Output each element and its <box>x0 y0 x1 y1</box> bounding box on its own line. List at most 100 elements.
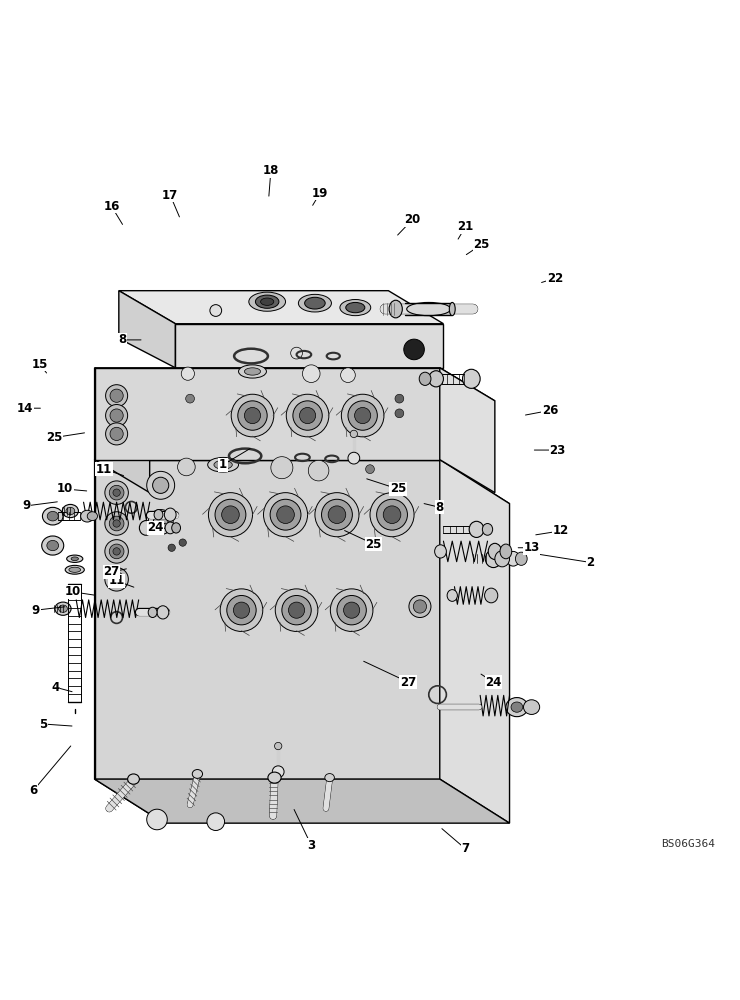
Ellipse shape <box>244 368 260 375</box>
Polygon shape <box>119 291 175 368</box>
Ellipse shape <box>152 477 169 493</box>
Polygon shape <box>119 291 443 324</box>
Ellipse shape <box>469 521 484 537</box>
Ellipse shape <box>325 774 334 782</box>
Ellipse shape <box>337 595 366 625</box>
Ellipse shape <box>233 602 249 618</box>
Ellipse shape <box>482 524 493 535</box>
Ellipse shape <box>255 295 279 308</box>
Circle shape <box>210 305 222 316</box>
Ellipse shape <box>244 407 260 424</box>
Circle shape <box>272 766 284 778</box>
Polygon shape <box>175 324 443 368</box>
Circle shape <box>404 339 424 360</box>
Text: BS06G364: BS06G364 <box>661 839 715 849</box>
Ellipse shape <box>226 595 256 625</box>
Circle shape <box>348 452 360 464</box>
Ellipse shape <box>383 506 401 524</box>
Ellipse shape <box>208 457 238 472</box>
Ellipse shape <box>58 605 67 612</box>
Text: 21: 21 <box>457 220 474 233</box>
Ellipse shape <box>105 512 128 535</box>
Ellipse shape <box>110 427 124 441</box>
Text: 16: 16 <box>104 200 120 213</box>
Ellipse shape <box>263 493 308 537</box>
Ellipse shape <box>148 607 157 618</box>
Ellipse shape <box>449 302 455 316</box>
Polygon shape <box>95 368 495 401</box>
Ellipse shape <box>110 389 124 402</box>
Text: 27: 27 <box>104 565 120 578</box>
Ellipse shape <box>106 405 127 427</box>
Ellipse shape <box>55 602 71 615</box>
Circle shape <box>186 394 195 403</box>
Ellipse shape <box>65 565 84 574</box>
Polygon shape <box>95 460 510 504</box>
Circle shape <box>179 539 186 546</box>
Ellipse shape <box>41 536 64 555</box>
Text: 4: 4 <box>52 681 60 694</box>
Text: 27: 27 <box>400 676 417 689</box>
Circle shape <box>168 544 175 551</box>
Ellipse shape <box>66 507 75 515</box>
Ellipse shape <box>485 550 502 568</box>
Text: 24: 24 <box>147 521 164 534</box>
Polygon shape <box>95 460 440 779</box>
Text: 22: 22 <box>547 272 563 285</box>
Circle shape <box>181 367 195 380</box>
Text: 11: 11 <box>109 574 125 587</box>
Ellipse shape <box>238 401 267 430</box>
Ellipse shape <box>106 385 127 407</box>
Circle shape <box>275 742 282 750</box>
Ellipse shape <box>495 551 510 567</box>
Ellipse shape <box>81 510 94 522</box>
Ellipse shape <box>377 499 408 530</box>
Ellipse shape <box>523 700 539 714</box>
Ellipse shape <box>354 407 371 424</box>
Ellipse shape <box>238 365 266 378</box>
Ellipse shape <box>282 595 312 625</box>
Circle shape <box>271 457 293 479</box>
Ellipse shape <box>500 544 512 559</box>
Text: 23: 23 <box>549 444 565 457</box>
Text: 25: 25 <box>474 238 490 251</box>
Text: 11: 11 <box>96 463 112 476</box>
Circle shape <box>147 809 167 830</box>
Ellipse shape <box>343 602 360 618</box>
Ellipse shape <box>209 493 252 537</box>
Ellipse shape <box>62 504 78 518</box>
Ellipse shape <box>389 300 403 318</box>
Ellipse shape <box>221 589 263 631</box>
Polygon shape <box>95 460 164 823</box>
Ellipse shape <box>231 394 274 437</box>
Ellipse shape <box>69 567 81 572</box>
Ellipse shape <box>488 543 502 559</box>
Ellipse shape <box>328 506 346 524</box>
Circle shape <box>309 460 329 481</box>
Ellipse shape <box>409 595 431 618</box>
Ellipse shape <box>165 522 175 534</box>
Ellipse shape <box>447 590 457 601</box>
Ellipse shape <box>67 555 83 562</box>
Ellipse shape <box>47 511 58 521</box>
Ellipse shape <box>414 600 426 613</box>
Circle shape <box>366 465 374 474</box>
Text: 26: 26 <box>542 404 558 417</box>
Circle shape <box>395 394 404 403</box>
Ellipse shape <box>289 602 305 618</box>
Ellipse shape <box>147 471 175 499</box>
Ellipse shape <box>113 489 121 496</box>
Ellipse shape <box>172 523 181 533</box>
Polygon shape <box>95 368 440 460</box>
Ellipse shape <box>214 460 232 469</box>
Ellipse shape <box>110 572 124 587</box>
Ellipse shape <box>47 540 58 551</box>
Text: 17: 17 <box>162 189 178 202</box>
Circle shape <box>350 430 357 438</box>
Text: 10: 10 <box>64 585 81 598</box>
Ellipse shape <box>87 512 98 521</box>
Text: 25: 25 <box>390 482 406 495</box>
Ellipse shape <box>286 394 329 437</box>
Text: 9: 9 <box>22 499 30 512</box>
Ellipse shape <box>71 557 78 561</box>
